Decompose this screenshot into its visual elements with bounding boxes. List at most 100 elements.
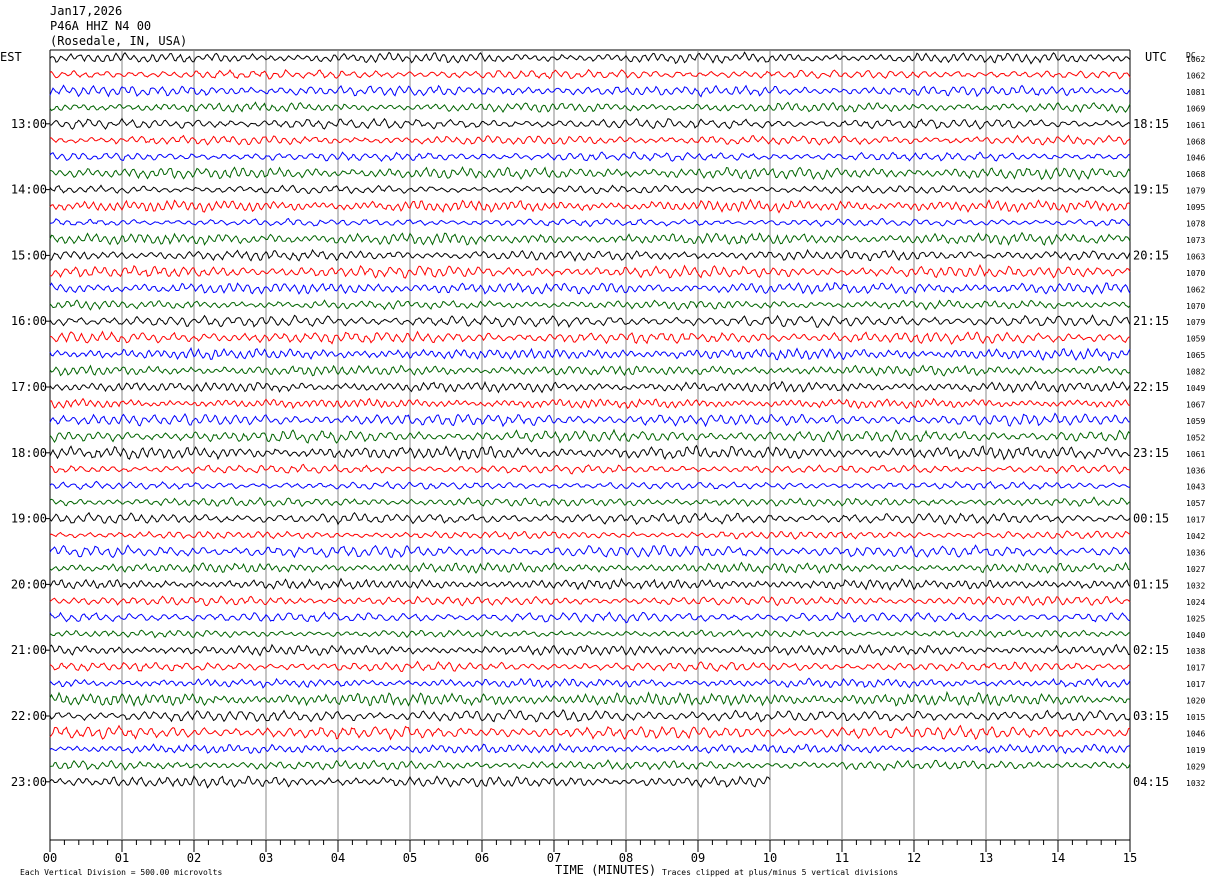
dc-offset-label: 1079	[1186, 187, 1205, 196]
dc-offset-label: 1081	[1186, 88, 1205, 97]
x-tick-label: 02	[187, 851, 201, 865]
footer-clip-note: Traces clipped at plus/minus 5 vertical …	[662, 868, 899, 877]
footer-scale-note: Each Vertical Division = 500.00 microvol…	[20, 868, 223, 877]
seismic-trace	[49, 263, 1131, 279]
left-time-label: 18:00	[11, 446, 47, 460]
seismic-trace	[49, 561, 1131, 575]
seismic-trace	[49, 68, 1131, 80]
right-time-label: 02:15	[1133, 643, 1169, 657]
dc-offset-label: 1063	[1186, 252, 1205, 261]
seismic-trace	[49, 742, 1131, 755]
right-time-label: 23:15	[1133, 446, 1169, 460]
dc-offset-label: 1082	[1186, 368, 1205, 377]
dc-offset-label: 1078	[1186, 220, 1205, 229]
left-time-label: 23:00	[11, 775, 47, 789]
dc-offset-label: 1068	[1186, 137, 1205, 146]
dc-offset-label: 1043	[1186, 483, 1205, 492]
seismic-trace	[49, 282, 1131, 296]
x-tick-label: 00	[43, 851, 57, 865]
left-time-label: 17:00	[11, 380, 47, 394]
right-timezone-label: UTC	[1145, 50, 1167, 64]
right-time-label: 18:15	[1133, 117, 1169, 131]
seismic-trace	[49, 198, 1131, 214]
dc-offset-label: 1020	[1186, 697, 1205, 706]
header-date: Jan17,2026	[50, 4, 123, 18]
seismic-trace	[49, 530, 1131, 540]
seismic-trace	[49, 496, 1131, 508]
dc-offset-label: 1029	[1186, 762, 1205, 771]
dc-offset-label: 1025	[1186, 614, 1205, 623]
seismic-trace	[49, 184, 1131, 195]
seismic-trace	[49, 380, 1131, 394]
x-tick-label: 06	[475, 851, 489, 865]
left-time-label: 19:00	[11, 512, 47, 526]
seismic-trace	[49, 412, 1131, 428]
seismic-trace	[49, 134, 1131, 146]
header-location: (Rosedale, IN, USA)	[50, 34, 188, 48]
x-tick-label: 13	[979, 851, 993, 865]
left-time-label: 21:00	[11, 643, 47, 657]
seismic-trace	[49, 51, 1131, 65]
seismic-trace	[49, 577, 1131, 591]
x-tick-label: 07	[547, 851, 561, 865]
dc-offset-label: 1024	[1186, 598, 1205, 607]
dc-offset-label: 1062	[1186, 71, 1205, 80]
dc-offset-label: 1070	[1186, 269, 1205, 278]
right-time-label: 00:15	[1133, 512, 1169, 526]
seismic-trace	[49, 330, 1131, 345]
seismic-trace	[49, 611, 1131, 624]
dc-offset-label: 1015	[1186, 713, 1205, 722]
dc-offset-label: 1073	[1186, 236, 1205, 245]
dc-offset-label: 1095	[1186, 203, 1205, 212]
seismic-trace	[49, 677, 1131, 689]
dc-offset-label: 1070	[1186, 302, 1205, 311]
seismic-trace	[49, 709, 1131, 723]
dc-offset-label: 1046	[1186, 154, 1205, 163]
dc-offset-label: 1017	[1186, 664, 1205, 673]
right-time-label: 20:15	[1133, 248, 1169, 262]
x-tick-label: 14	[1051, 851, 1065, 865]
dc-offset-label: 1032	[1186, 581, 1205, 590]
x-tick-label: 10	[763, 851, 777, 865]
dc-offset-label: 1079	[1186, 318, 1205, 327]
seismic-trace	[49, 511, 1131, 526]
dc-offset-label: 1036	[1186, 466, 1205, 475]
right-time-label: 01:15	[1133, 577, 1169, 591]
left-time-label: 16:00	[11, 314, 47, 328]
right-time-label: 22:15	[1133, 380, 1169, 394]
seismic-trace	[49, 690, 1131, 707]
right-time-label: 21:15	[1133, 314, 1169, 328]
dc-offset-label: 1019	[1186, 746, 1205, 755]
seismic-trace	[49, 724, 1131, 741]
seismic-trace	[49, 217, 1131, 228]
dc-offset-label: 1017	[1186, 680, 1205, 689]
dc-offset-label: 1065	[1186, 351, 1205, 360]
right-time-label: 03:15	[1133, 709, 1169, 723]
header-station: P46A HHZ N4 00	[50, 19, 152, 33]
x-tick-label: 12	[907, 851, 921, 865]
dc-offset-label: 1059	[1186, 335, 1205, 344]
dc-offset-label: 1040	[1186, 631, 1205, 640]
seismic-trace	[49, 364, 1131, 377]
seismic-trace	[49, 544, 1131, 559]
dc-offset-label: 1057	[1186, 499, 1205, 508]
dc-offset-label: 1061	[1186, 450, 1205, 459]
seismic-trace	[49, 248, 1131, 263]
x-tick-label: 15	[1123, 851, 1137, 865]
x-tick-label: 09	[691, 851, 705, 865]
seismic-trace	[49, 463, 1131, 475]
seismic-trace	[49, 101, 1131, 114]
right-time-label: 04:15	[1133, 775, 1169, 789]
left-time-label: 20:00	[11, 577, 47, 591]
dc-offset-label: 1067	[1186, 400, 1205, 409]
dc-offset-label: 1061	[1186, 121, 1205, 130]
seismic-trace	[50, 117, 1131, 130]
seismic-trace	[49, 775, 771, 789]
left-time-label: 15:00	[11, 248, 47, 262]
seismic-trace	[49, 397, 1131, 410]
seismic-trace	[49, 151, 1131, 162]
seismic-trace	[49, 231, 1131, 246]
seismic-trace	[49, 759, 1131, 772]
dc-offset-label: 1049	[1186, 384, 1205, 393]
